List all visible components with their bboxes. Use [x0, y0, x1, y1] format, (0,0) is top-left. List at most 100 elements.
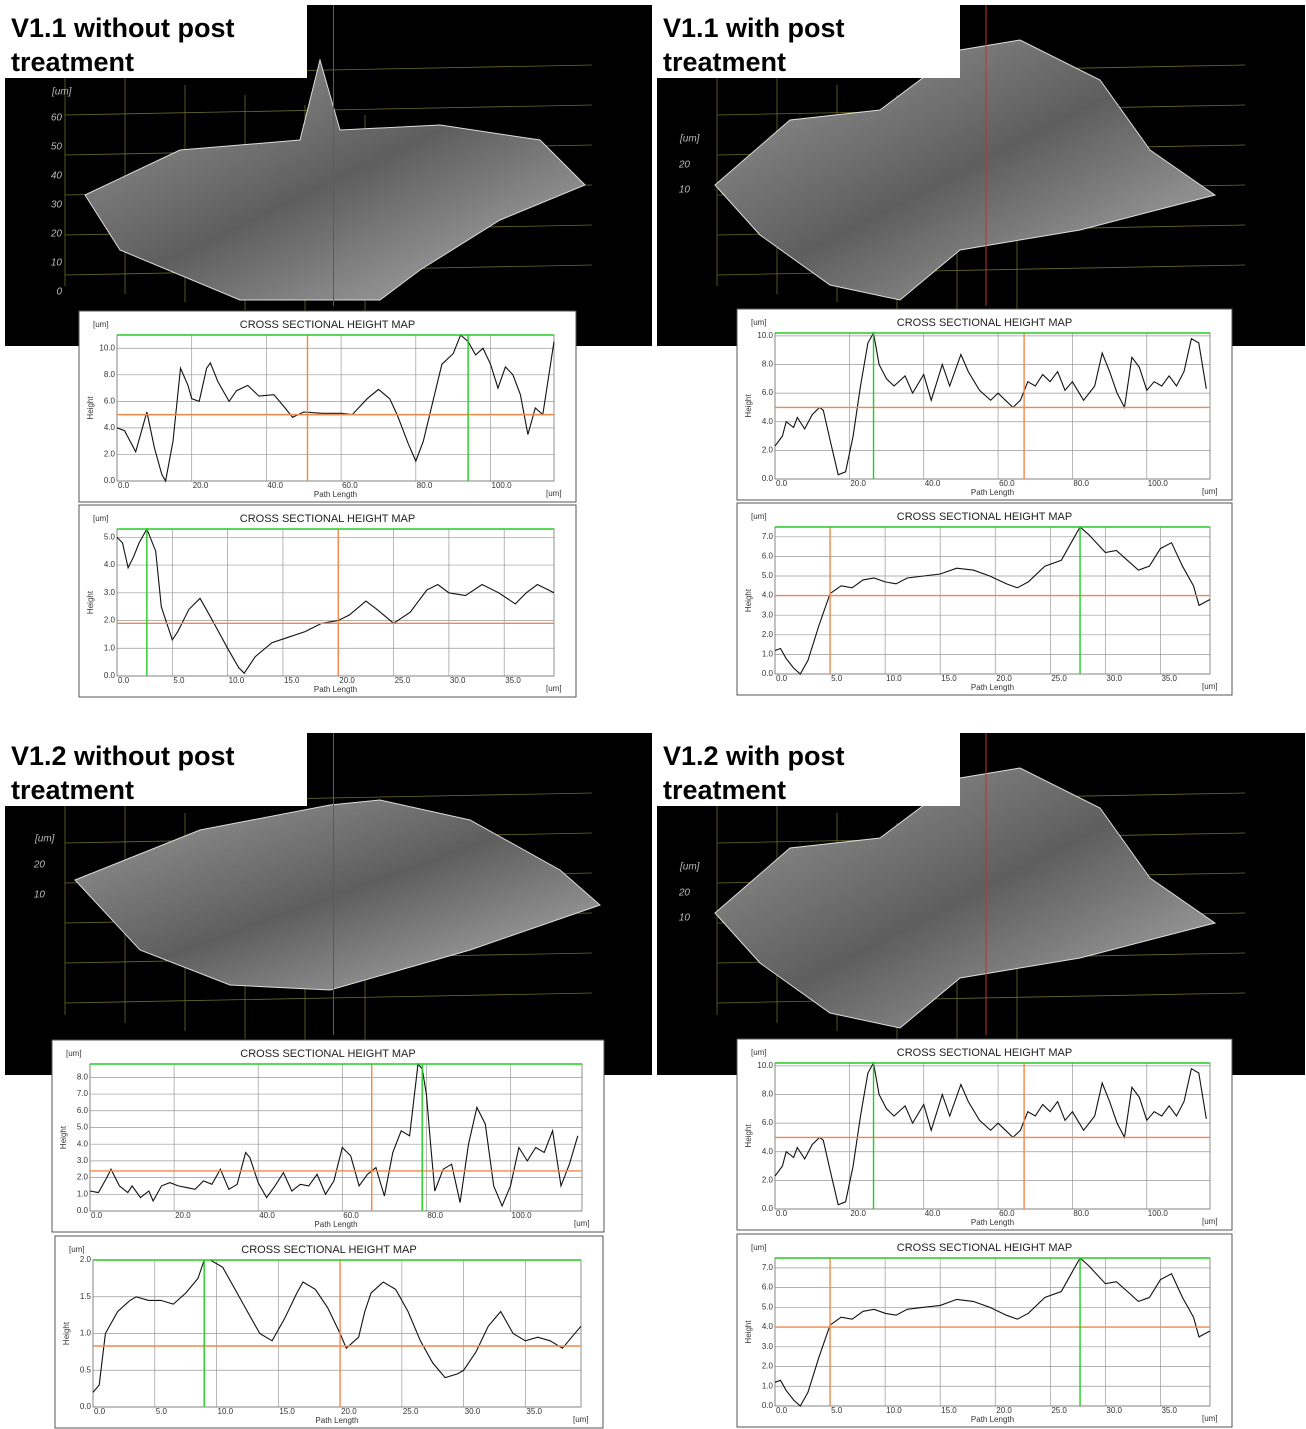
- y-tick-label: 2.0: [80, 1255, 92, 1264]
- y-tick-label: 0.0: [77, 1206, 89, 1215]
- x-tick-label: 5.0: [173, 676, 185, 685]
- x-tick-label: 30.0: [465, 1407, 481, 1416]
- chart-frame: [55, 1236, 603, 1428]
- y-axis-label: Height: [744, 588, 753, 612]
- figure: V1.1 without posttreatment0102030405060[…: [0, 0, 1306, 1429]
- y-tick-label: 4.0: [77, 1139, 89, 1148]
- y-unit: [um]: [751, 1243, 767, 1252]
- y-tick-label: 7.0: [77, 1089, 89, 1098]
- z-tick-label: 60: [51, 113, 63, 124]
- x-axis-label: Path Length: [971, 1415, 1014, 1424]
- y-tick-label: 3.0: [77, 1156, 89, 1165]
- x-tick-label: 40.0: [267, 481, 283, 490]
- y-tick-label: 0.0: [762, 1204, 774, 1213]
- chart-frame: [52, 1040, 604, 1232]
- panel-title: treatment: [11, 775, 134, 805]
- y-tick-label: 5.0: [77, 1123, 89, 1132]
- x-tick-label: 80.0: [1073, 1209, 1089, 1218]
- panel-title: V1.1 with post: [663, 13, 845, 43]
- x-tick-label: 35.0: [526, 1407, 542, 1416]
- x-tick-label: 60.0: [999, 1209, 1015, 1218]
- x-axis-label: Path Length: [314, 1220, 357, 1229]
- x-tick-label: 30.0: [450, 676, 466, 685]
- chart-title: CROSS SECTIONAL HEIGHT MAP: [240, 319, 415, 331]
- y-tick-label: 2.0: [104, 450, 116, 459]
- y-tick-label: 4.0: [762, 417, 774, 426]
- x-tick-label: 20.0: [341, 1407, 357, 1416]
- x-tick-label: 5.0: [831, 674, 843, 683]
- x-tick-label: 80.0: [417, 481, 433, 490]
- x-tick-label: 5.0: [156, 1407, 168, 1416]
- y-unit: [um]: [751, 318, 767, 327]
- y-tick-label: 1.5: [80, 1292, 92, 1301]
- x-tick-label: 60.0: [342, 481, 358, 490]
- y-tick-label: 0.0: [762, 474, 774, 483]
- z-tick-label: 40: [51, 171, 63, 182]
- x-unit: [um]: [546, 489, 562, 498]
- x-tick-label: 0.0: [94, 1407, 106, 1416]
- y-tick-label: 0.0: [104, 671, 116, 680]
- x-tick-label: 15.0: [941, 1406, 957, 1415]
- y-tick-label: 6.0: [762, 552, 774, 561]
- x-tick-label: 100.0: [1148, 479, 1169, 488]
- chart-title: CROSS SECTIONAL HEIGHT MAP: [240, 513, 415, 525]
- z-tick-label: 10: [679, 185, 691, 196]
- y-tick-label: 3.0: [104, 588, 116, 597]
- z-tick-label: 10: [34, 890, 46, 901]
- panel-title: V1.1 without post: [11, 13, 235, 43]
- x-tick-label: 35.0: [505, 676, 521, 685]
- chart-title: CROSS SECTIONAL HEIGHT MAP: [240, 1048, 415, 1060]
- x-tick-label: 40.0: [925, 1209, 941, 1218]
- x-tick-label: 5.0: [831, 1406, 843, 1415]
- y-tick-label: 4.0: [762, 1322, 774, 1331]
- x-tick-label: 25.0: [403, 1407, 419, 1416]
- x-tick-label: 30.0: [1106, 1406, 1122, 1415]
- x-tick-label: 25.0: [1051, 674, 1067, 683]
- x-tick-label: 0.0: [776, 479, 788, 488]
- x-tick-label: 0.0: [118, 481, 130, 490]
- x-tick-label: 100.0: [492, 481, 513, 490]
- y-tick-label: 0.0: [80, 1402, 92, 1411]
- chart-title: CROSS SECTIONAL HEIGHT MAP: [897, 511, 1072, 523]
- x-tick-label: 40.0: [925, 479, 941, 488]
- chart-frame: [737, 1234, 1232, 1427]
- y-tick-label: 1.0: [80, 1329, 92, 1338]
- y-axis-label: Height: [86, 396, 95, 420]
- y-tick-label: 4.0: [762, 591, 774, 600]
- y-tick-label: 2.0: [762, 630, 774, 639]
- z-unit: [um]: [34, 834, 55, 845]
- y-axis-label: Height: [62, 1321, 71, 1345]
- x-tick-label: 0.0: [776, 1406, 788, 1415]
- y-axis-label: Height: [744, 1124, 753, 1148]
- z-tick-label: 20: [678, 888, 691, 899]
- x-tick-label: 20.0: [996, 1406, 1012, 1415]
- y-tick-label: 1.0: [762, 650, 774, 659]
- x-axis-label: Path Length: [315, 1416, 358, 1425]
- x-tick-label: 25.0: [395, 676, 411, 685]
- y-tick-label: 4.0: [104, 560, 116, 569]
- y-tick-label: 7.0: [762, 1263, 774, 1272]
- y-tick-label: 6.0: [104, 396, 116, 405]
- y-tick-label: 10.0: [99, 343, 115, 352]
- x-tick-label: 40.0: [259, 1211, 275, 1220]
- y-tick-label: 1.0: [77, 1189, 89, 1198]
- z-tick-label: 20: [50, 229, 63, 240]
- x-tick-label: 100.0: [512, 1211, 533, 1220]
- y-unit: [um]: [751, 1048, 767, 1057]
- y-tick-label: 5.0: [104, 532, 116, 541]
- y-tick-label: 1.0: [762, 1381, 774, 1390]
- y-tick-label: 2.0: [762, 1175, 774, 1184]
- y-tick-label: 3.0: [762, 610, 774, 619]
- x-unit: [um]: [1202, 1217, 1218, 1226]
- panel-title: V1.2 without post: [11, 741, 235, 771]
- x-tick-label: 10.0: [229, 676, 245, 685]
- x-tick-label: 10.0: [886, 674, 902, 683]
- y-tick-label: 2.0: [104, 616, 116, 625]
- y-tick-label: 6.0: [762, 1283, 774, 1292]
- y-tick-label: 2.0: [77, 1173, 89, 1182]
- z-tick-label: 10: [679, 913, 691, 924]
- x-tick-label: 0.0: [118, 676, 130, 685]
- y-unit: [um]: [751, 512, 767, 521]
- x-axis-label: Path Length: [314, 685, 357, 694]
- x-tick-label: 60.0: [999, 479, 1015, 488]
